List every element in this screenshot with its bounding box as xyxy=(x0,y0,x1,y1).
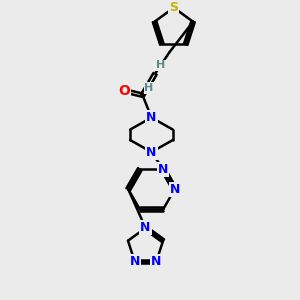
Text: N: N xyxy=(130,255,140,268)
Text: N: N xyxy=(140,221,151,235)
Text: N: N xyxy=(146,111,157,124)
Text: N: N xyxy=(151,255,162,268)
Text: H: H xyxy=(156,60,165,70)
Text: N: N xyxy=(169,183,180,196)
Text: O: O xyxy=(118,84,130,98)
Text: H: H xyxy=(145,83,154,93)
Text: S: S xyxy=(169,1,178,14)
Text: N: N xyxy=(158,163,168,176)
Text: N: N xyxy=(146,146,157,159)
